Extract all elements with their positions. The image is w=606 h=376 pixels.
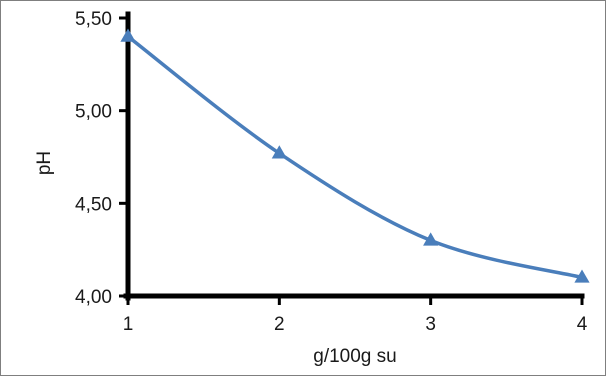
data-point xyxy=(271,145,287,159)
axes xyxy=(119,11,585,305)
y-tick-label: 4,00 xyxy=(75,287,112,308)
labels-layer: g/100g su pH 4,00 4,50 5,00 5,50 1 2 3 4 xyxy=(34,9,588,367)
x-tick-label: 1 xyxy=(123,314,134,335)
data-point xyxy=(574,269,590,283)
y-tick-label: 5,00 xyxy=(75,102,112,123)
y-tick-label: 5,50 xyxy=(75,9,112,30)
series-layer xyxy=(120,28,590,283)
series-line xyxy=(126,34,584,280)
x-tick-label: 4 xyxy=(577,314,588,335)
y-axis-title: pH xyxy=(34,151,55,175)
data-point xyxy=(423,232,439,246)
x-tick-label: 2 xyxy=(274,314,285,335)
x-axis-title: g/100g su xyxy=(313,346,396,367)
y-tick-label: 4,50 xyxy=(75,194,112,215)
data-point xyxy=(120,28,136,42)
x-tick-label: 3 xyxy=(425,314,436,335)
